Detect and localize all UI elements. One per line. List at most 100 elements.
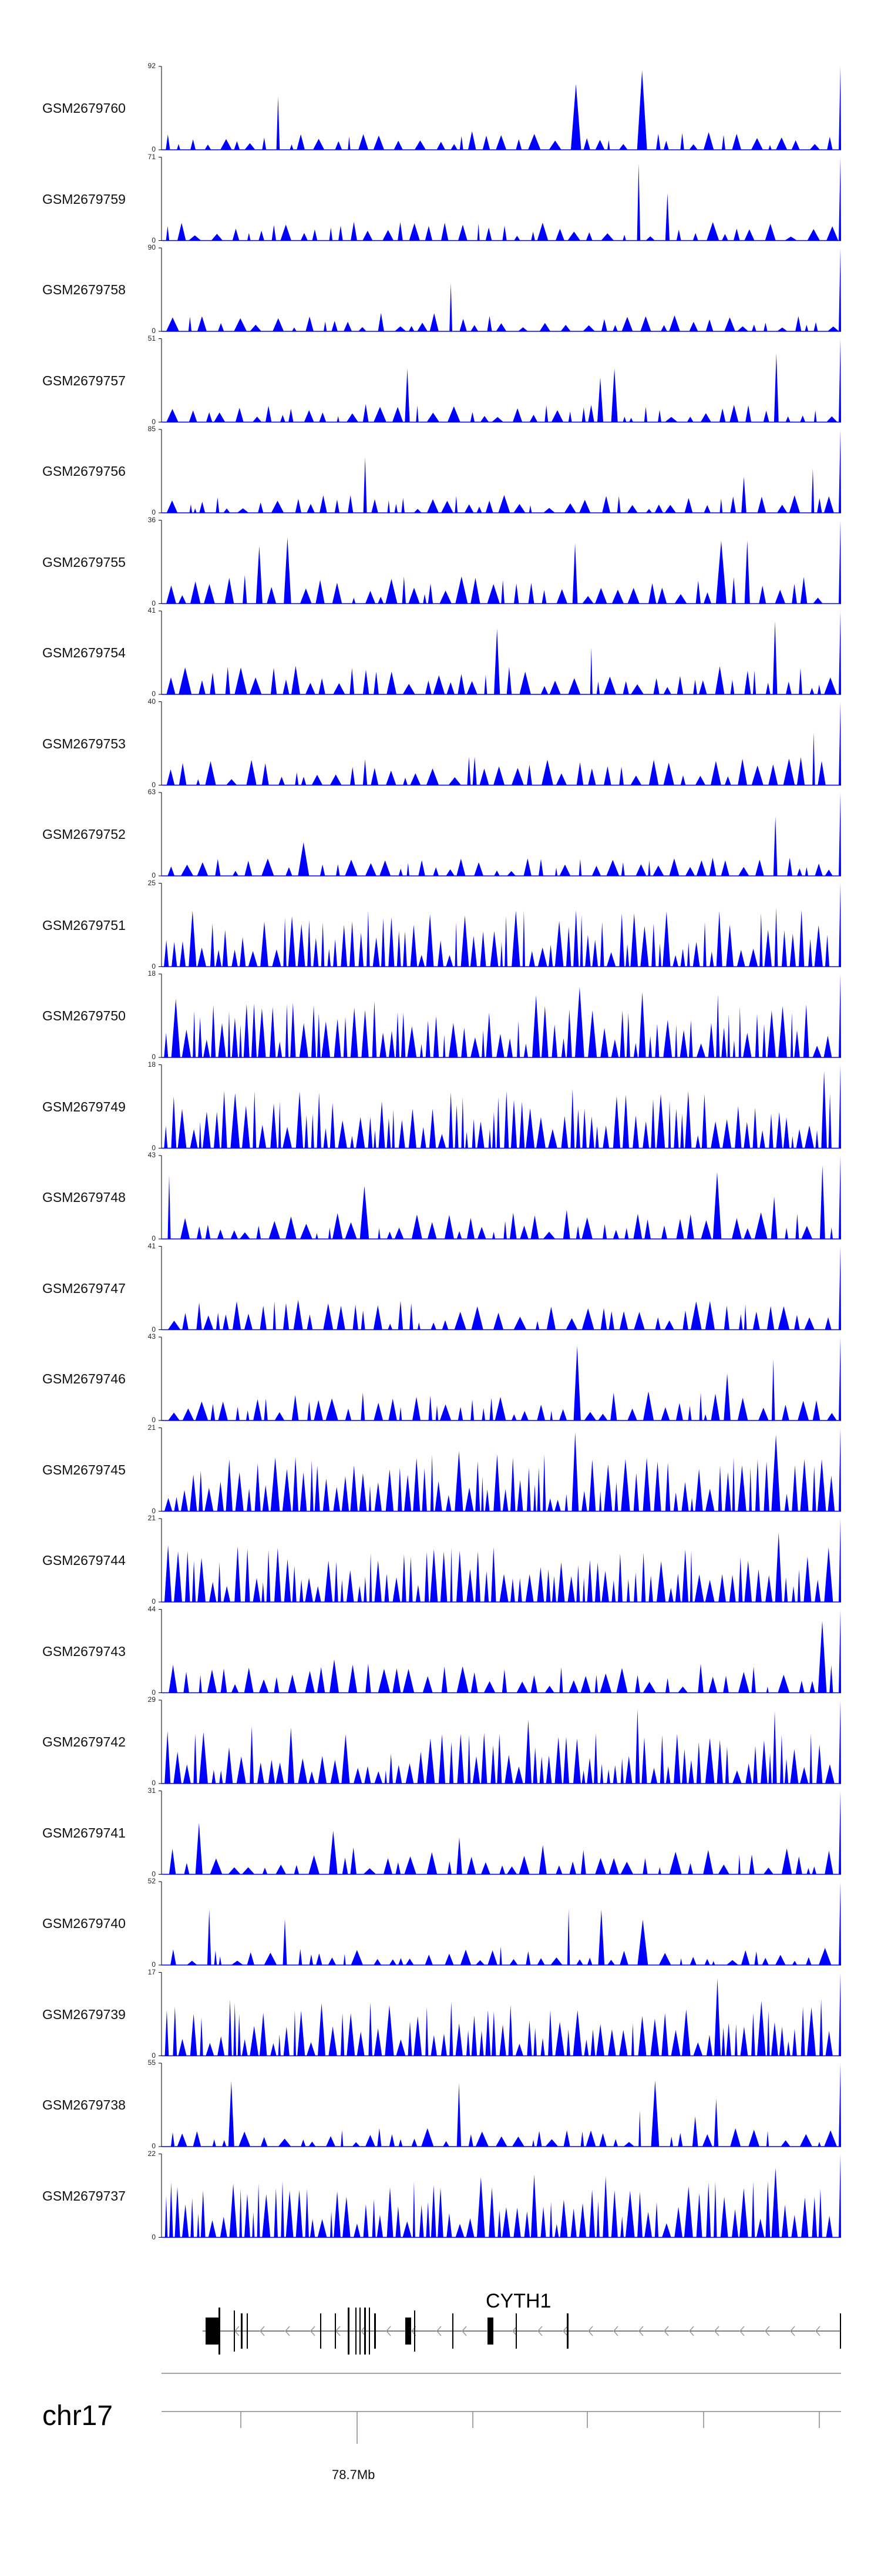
track-label: GSM2679759 [42, 191, 126, 207]
track-label: GSM2679756 [42, 464, 126, 479]
track-label: GSM2679750 [42, 1008, 126, 1023]
gene-exon [320, 2313, 321, 2349]
coverage-area [162, 338, 841, 422]
track-ymax-label: 92 [147, 62, 156, 70]
coverage-area [162, 1882, 841, 1965]
track-ymax-label: 22 [147, 2149, 156, 2158]
strand-arrow [739, 2326, 745, 2336]
gene-exon [206, 2318, 218, 2345]
track-ymax-label: 29 [147, 1695, 156, 1704]
track-ymax-label: 52 [147, 1877, 156, 1885]
track-ymin-label: 0 [152, 1869, 156, 1878]
track-label: GSM2679757 [42, 372, 126, 388]
track-label: GSM2679749 [42, 1099, 126, 1114]
coverage-area [162, 611, 841, 694]
track-ymax-label: 21 [147, 1423, 156, 1432]
gene-exon [355, 2308, 357, 2355]
track-ymin-label: 0 [152, 417, 156, 426]
gene-exon [516, 2313, 517, 2349]
strand-arrow [361, 2326, 366, 2336]
coverage-area [162, 1337, 841, 1420]
coverage-area [162, 2063, 841, 2147]
track-label: GSM2679737 [42, 2188, 126, 2204]
track-label: GSM2679747 [42, 1280, 126, 1296]
track-ymin-label: 0 [152, 599, 156, 607]
track-ymin-label: 0 [152, 2142, 156, 2150]
coverage-area [162, 429, 841, 513]
strand-arrow [512, 2326, 517, 2336]
coverage-area [162, 248, 841, 331]
coverage-area [162, 1791, 841, 1875]
strand-arrow [815, 2326, 821, 2336]
track-label: GSM2679745 [42, 1462, 126, 1477]
gene-exon [234, 2310, 235, 2352]
strand-arrow [689, 2326, 694, 2336]
track-ymax-label: 90 [147, 243, 156, 251]
track-label: GSM2679740 [42, 1916, 126, 1931]
coverage-area [162, 883, 841, 967]
track-ymin-label: 0 [152, 690, 156, 698]
track-ymax-label: 25 [147, 878, 156, 887]
strand-arrow [638, 2326, 644, 2336]
coverage-area [162, 1609, 841, 1693]
strand-arrow [790, 2326, 795, 2336]
track-label: GSM2679754 [42, 645, 126, 660]
gene-exon [218, 2308, 220, 2355]
track-ymin-label: 0 [152, 1234, 156, 1242]
coverage-area [162, 66, 841, 150]
track-ymax-label: 85 [147, 425, 156, 433]
track-ymin-label: 0 [152, 1506, 156, 1515]
track-ymax-label: 18 [147, 1060, 156, 1069]
gene-exon [487, 2318, 493, 2345]
track-ymin-label: 0 [152, 871, 156, 879]
track-label: GSM2679738 [42, 2097, 126, 2112]
track-label: GSM2679741 [42, 1825, 126, 1841]
strand-arrow [436, 2326, 442, 2336]
gene-exon [840, 2313, 841, 2349]
track-ymin-label: 0 [152, 1688, 156, 1697]
track-label: GSM2679746 [42, 1371, 126, 1386]
strand-arrow [260, 2326, 265, 2336]
gene-exon [241, 2313, 243, 2349]
strand-arrow [285, 2326, 290, 2336]
gene-exon [364, 2308, 366, 2355]
gene-exon [405, 2318, 411, 2345]
coverage-area [162, 974, 841, 1057]
track-ymax-label: 43 [147, 1151, 156, 1159]
track-ymax-label: 55 [147, 2058, 156, 2067]
track-ymax-label: 21 [147, 1514, 156, 1522]
track-ymax-label: 51 [147, 334, 156, 342]
track-ymax-label: 44 [147, 1604, 156, 1613]
track-ymax-label: 41 [147, 1241, 156, 1250]
track-ymin-label: 0 [152, 1143, 156, 1152]
strand-arrow [714, 2326, 719, 2336]
track-ymax-label: 17 [147, 1967, 156, 1976]
track-ymin-label: 0 [152, 236, 156, 244]
track-ymin-label: 0 [152, 145, 156, 153]
track-label: GSM2679760 [42, 100, 126, 116]
strand-arrow [664, 2326, 669, 2336]
track-ymax-label: 40 [147, 697, 156, 706]
coverage-area [162, 2154, 841, 2238]
gene-exon [335, 2313, 336, 2349]
coverage-area [162, 1519, 841, 1602]
track-ymax-label: 36 [147, 515, 156, 524]
gene-name-label: CYTH1 [486, 2290, 552, 2312]
position-tick-label: 78.7Mb [332, 2467, 375, 2482]
strand-arrow [765, 2326, 770, 2336]
track-ymin-label: 0 [152, 327, 156, 335]
track-label: GSM2679739 [42, 2006, 126, 2022]
track-ymin-label: 0 [152, 1053, 156, 1061]
track-ymax-label: 71 [147, 152, 156, 161]
track-ymax-label: 18 [147, 969, 156, 978]
track-label: GSM2679743 [42, 1643, 126, 1659]
gene-exon [452, 2313, 453, 2349]
gene-exon [348, 2308, 349, 2355]
track-ymin-label: 0 [152, 1960, 156, 1969]
track-ymax-label: 41 [147, 606, 156, 614]
track-label: GSM2679752 [42, 827, 126, 842]
gene-exon [414, 2310, 415, 2352]
strand-arrow [563, 2326, 568, 2336]
track-ymin-label: 0 [152, 1779, 156, 1787]
